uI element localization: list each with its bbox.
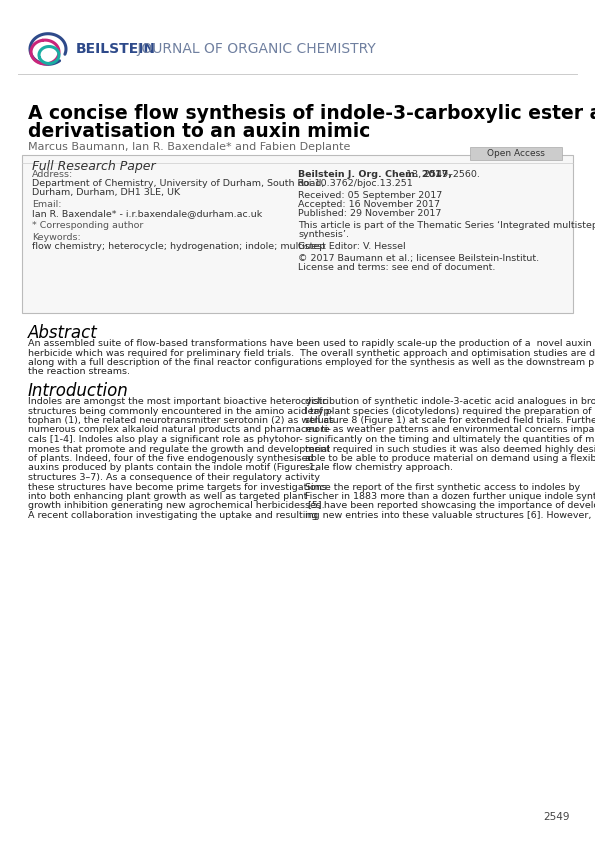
Text: Ian R. Baxendale* - i.r.baxendale@durham.ac.uk: Ian R. Baxendale* - i.r.baxendale@durham… bbox=[32, 209, 262, 218]
Text: A concise flow synthesis of indole-3-carboxylic ester and its: A concise flow synthesis of indole-3-car… bbox=[28, 104, 595, 123]
Text: A recent collaboration investigating the uptake and resulting: A recent collaboration investigating the… bbox=[28, 511, 317, 520]
Text: Guest Editor: V. Hessel: Guest Editor: V. Hessel bbox=[298, 242, 406, 251]
Text: Since the report of the first synthetic access to indoles by: Since the report of the first synthetic … bbox=[305, 482, 580, 492]
Text: cals [1-4]. Indoles also play a significant role as phytohor-: cals [1-4]. Indoles also play a signific… bbox=[28, 435, 303, 444]
Text: terial required in such studies it was also deemed highly desir-: terial required in such studies it was a… bbox=[305, 445, 595, 454]
Text: auxins produced by plants contain the indole motif (Figure 1,: auxins produced by plants contain the in… bbox=[28, 463, 318, 472]
Text: ses have been reported showcasing the importance of develop-: ses have been reported showcasing the im… bbox=[305, 502, 595, 510]
Text: synthesis’.: synthesis’. bbox=[298, 230, 349, 239]
Text: Full Research Paper: Full Research Paper bbox=[32, 160, 156, 173]
Text: Published: 29 November 2017: Published: 29 November 2017 bbox=[298, 209, 441, 218]
Text: these structures have become prime targets for investigations: these structures have become prime targe… bbox=[28, 482, 327, 492]
Text: structure 8 (Figure 1) at scale for extended field trials. Further-: structure 8 (Figure 1) at scale for exte… bbox=[305, 416, 595, 425]
Text: structures being commonly encountered in the amino acid tryp-: structures being commonly encountered in… bbox=[28, 407, 333, 415]
Text: into both enhancing plant growth as well as targeted plant: into both enhancing plant growth as well… bbox=[28, 492, 308, 501]
Text: numerous complex alkaloid natural products and pharmaceu ti-: numerous complex alkaloid natural produc… bbox=[28, 425, 331, 434]
Text: tophan (1), the related neurotransmitter serotonin (2) as well as: tophan (1), the related neurotransmitter… bbox=[28, 416, 334, 425]
Text: flow chemistry; heterocycle; hydrogenation; indole; multistep: flow chemistry; heterocycle; hydrogenati… bbox=[32, 242, 325, 251]
Text: 2549: 2549 bbox=[543, 812, 570, 822]
Text: of plants. Indeed, four of the five endogenously synthesised: of plants. Indeed, four of the five endo… bbox=[28, 454, 314, 463]
Text: Department of Chemistry, University of Durham, South Road,: Department of Chemistry, University of D… bbox=[32, 179, 324, 188]
Text: leaf plant species (dicotyledons) required the preparation of: leaf plant species (dicotyledons) requir… bbox=[305, 407, 591, 415]
Text: structures 3–7). As a consequence of their regulatory activity: structures 3–7). As a consequence of the… bbox=[28, 473, 320, 482]
Text: able to be able to produce material on demand using a flexible: able to be able to produce material on d… bbox=[305, 454, 595, 463]
Text: Abstract: Abstract bbox=[28, 324, 98, 342]
Text: © 2017 Baumann et al.; licensee Beilstein-Institut.: © 2017 Baumann et al.; licensee Beilstei… bbox=[298, 254, 539, 263]
Text: Marcus Baumann, Ian R. Baxendale* and Fabien Deplante: Marcus Baumann, Ian R. Baxendale* and Fa… bbox=[28, 142, 350, 152]
Text: Durham, Durham, DH1 3LE, UK: Durham, Durham, DH1 3LE, UK bbox=[32, 188, 180, 197]
Text: distribution of synthetic indole-3-acetic acid analogues in broad: distribution of synthetic indole-3-aceti… bbox=[305, 397, 595, 406]
Text: Keywords:: Keywords: bbox=[32, 233, 81, 242]
Text: 13, 2549–2560.: 13, 2549–2560. bbox=[403, 170, 480, 179]
Text: Introduction: Introduction bbox=[28, 382, 129, 400]
Text: Email:: Email: bbox=[32, 200, 61, 209]
Text: Accepted: 16 November 2017: Accepted: 16 November 2017 bbox=[298, 200, 440, 209]
Text: the reaction streams.: the reaction streams. bbox=[28, 367, 130, 376]
Text: * Corresponding author: * Corresponding author bbox=[32, 221, 143, 230]
Text: along with a full description of the final reactor configurations employed for t: along with a full description of the fin… bbox=[28, 358, 595, 367]
Text: derivatisation to an auxin mimic: derivatisation to an auxin mimic bbox=[28, 122, 370, 141]
Text: Received: 05 September 2017: Received: 05 September 2017 bbox=[298, 191, 442, 200]
Text: Indoles are amongst the most important bioactive heterocyclic: Indoles are amongst the most important b… bbox=[28, 397, 327, 406]
Text: Address:: Address: bbox=[32, 170, 73, 179]
Text: An assembled suite of flow-based transformations have been used to rapidly scale: An assembled suite of flow-based transfo… bbox=[28, 339, 595, 348]
Text: Open Access: Open Access bbox=[487, 149, 545, 158]
Text: Fischer in 1883 more than a dozen further unique indole synthe-: Fischer in 1883 more than a dozen furthe… bbox=[305, 492, 595, 501]
Text: significantly on the timing and ultimately the quantities of ma-: significantly on the timing and ultimate… bbox=[305, 435, 595, 444]
Text: BEILSTEIN: BEILSTEIN bbox=[76, 42, 156, 56]
Text: ing new entries into these valuable structures [6]. However,: ing new entries into these valuable stru… bbox=[305, 511, 591, 520]
Text: License and terms: see end of document.: License and terms: see end of document. bbox=[298, 263, 496, 272]
FancyBboxPatch shape bbox=[22, 155, 573, 313]
Text: herbicide which was required for preliminary field trials.  The overall syntheti: herbicide which was required for prelimi… bbox=[28, 349, 595, 358]
Text: Beilstein J. Org. Chem. 2017,: Beilstein J. Org. Chem. 2017, bbox=[298, 170, 452, 179]
Text: more as weather patterns and environmental concerns impact: more as weather patterns and environment… bbox=[305, 425, 595, 434]
Text: doi:10.3762/bjoc.13.251: doi:10.3762/bjoc.13.251 bbox=[298, 179, 414, 188]
Text: growth inhibition generating new agrochemical herbicides [5].: growth inhibition generating new agroche… bbox=[28, 502, 325, 510]
Text: scale flow chemistry approach.: scale flow chemistry approach. bbox=[305, 463, 453, 472]
FancyBboxPatch shape bbox=[470, 147, 562, 160]
Text: This article is part of the Thematic Series ‘Integrated multistep flow: This article is part of the Thematic Ser… bbox=[298, 221, 595, 230]
Text: JOURNAL OF ORGANIC CHEMISTRY: JOURNAL OF ORGANIC CHEMISTRY bbox=[133, 42, 376, 56]
Text: mones that promote and regulate the growth and development: mones that promote and regulate the grow… bbox=[28, 445, 330, 454]
